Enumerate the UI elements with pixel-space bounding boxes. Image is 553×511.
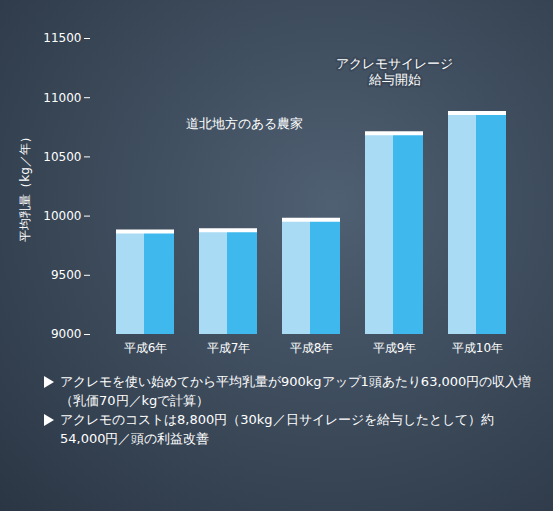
- svg-text:9500: 9500: [51, 268, 82, 282]
- svg-text:11000: 11000: [43, 91, 81, 105]
- html-text:アクレモを使い始めてから平均乳量が900kgアップ1頭あたり: アクレモを使い始めてから平均乳量が900kgアップ1頭あたり63,000円の収入…: [60, 374, 532, 408]
- svg-text:平成6年: 平成6年: [124, 341, 168, 355]
- html-text:アクレモのコストは8,800円（30kg／日サイレージを給与: アクレモのコストは8,800円（30kg／日サイレージを給与したとして）約54,…: [60, 412, 494, 446]
- svg-text:道北地方のある農家: 道北地方のある農家: [186, 116, 303, 131]
- svg-text:平均乳量（kg／年）: 平均乳量（kg／年）: [18, 131, 32, 242]
- svg-text:11500: 11500: [43, 31, 81, 45]
- svg-text:10000: 10000: [43, 209, 81, 223]
- svg-text:平成9年: 平成9年: [373, 341, 417, 355]
- svg-text:10500: 10500: [43, 150, 81, 164]
- svg-text:9000: 9000: [51, 327, 82, 341]
- svg-text:平成10年: 平成10年: [452, 341, 503, 355]
- svg-text:平成7年: 平成7年: [207, 341, 251, 355]
- svg-text:平成8年: 平成8年: [290, 341, 334, 355]
- svg-text:アクレモサイレージ給与開始: アクレモサイレージ給与開始: [336, 56, 453, 87]
